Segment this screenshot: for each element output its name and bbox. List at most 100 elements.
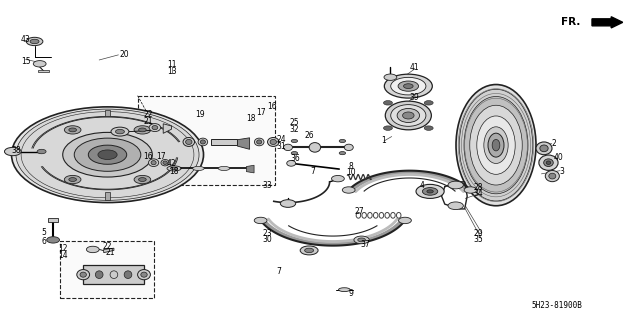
Ellipse shape: [490, 136, 502, 154]
Text: 19: 19: [195, 110, 205, 119]
Circle shape: [33, 61, 46, 67]
Text: 23: 23: [262, 229, 273, 238]
Ellipse shape: [80, 272, 86, 277]
Ellipse shape: [291, 139, 298, 143]
Text: 32: 32: [289, 125, 300, 134]
Text: 21: 21: [106, 248, 115, 256]
Text: 2: 2: [551, 139, 556, 148]
Text: 39: 39: [410, 93, 420, 102]
Circle shape: [88, 145, 127, 164]
Ellipse shape: [309, 143, 321, 152]
Circle shape: [65, 126, 81, 134]
Ellipse shape: [404, 84, 413, 89]
Text: 15: 15: [20, 57, 31, 66]
Ellipse shape: [398, 81, 419, 91]
Bar: [211, 139, 237, 145]
Circle shape: [134, 126, 150, 134]
Circle shape: [254, 217, 267, 224]
Ellipse shape: [183, 137, 195, 146]
Ellipse shape: [200, 140, 205, 144]
Text: 5H23-81900B: 5H23-81900B: [531, 301, 582, 310]
Ellipse shape: [385, 101, 431, 130]
Text: 6: 6: [41, 237, 46, 246]
Ellipse shape: [539, 155, 558, 170]
Text: 3: 3: [559, 167, 564, 176]
Text: 35: 35: [474, 235, 484, 244]
Ellipse shape: [270, 139, 276, 145]
Polygon shape: [237, 138, 250, 149]
Ellipse shape: [544, 159, 553, 167]
Text: 14: 14: [58, 251, 68, 260]
Circle shape: [332, 175, 344, 182]
Text: 30: 30: [262, 235, 273, 244]
Text: 22: 22: [144, 110, 153, 119]
Circle shape: [342, 187, 355, 193]
Ellipse shape: [488, 133, 504, 157]
Ellipse shape: [198, 138, 207, 146]
Circle shape: [384, 74, 397, 80]
Ellipse shape: [339, 139, 346, 143]
Circle shape: [98, 150, 117, 160]
Text: 11: 11: [167, 60, 176, 69]
Text: 28: 28: [474, 183, 483, 192]
Bar: [138, 96, 275, 185]
Ellipse shape: [268, 137, 279, 146]
Text: 37: 37: [360, 240, 370, 249]
Text: 42: 42: [166, 159, 177, 168]
Text: 29: 29: [474, 229, 484, 238]
Text: 38: 38: [11, 146, 21, 155]
Ellipse shape: [186, 139, 192, 145]
Circle shape: [74, 138, 141, 171]
Text: 7: 7: [276, 267, 281, 276]
Text: 40: 40: [553, 153, 563, 162]
Ellipse shape: [110, 271, 118, 278]
Ellipse shape: [193, 167, 204, 170]
Circle shape: [30, 39, 39, 44]
Text: 7: 7: [310, 167, 315, 176]
Ellipse shape: [161, 160, 169, 166]
Ellipse shape: [257, 140, 262, 144]
Circle shape: [16, 109, 199, 200]
Circle shape: [280, 200, 296, 207]
Ellipse shape: [536, 142, 552, 155]
Text: 12: 12: [58, 244, 67, 253]
Text: 24: 24: [276, 135, 287, 144]
Bar: [60, 241, 154, 298]
Text: 20: 20: [120, 50, 130, 59]
Text: 41: 41: [410, 63, 420, 72]
Ellipse shape: [492, 139, 500, 151]
Ellipse shape: [540, 145, 548, 152]
Polygon shape: [246, 165, 254, 173]
Circle shape: [300, 246, 318, 255]
Text: 26: 26: [304, 131, 314, 140]
Circle shape: [86, 246, 99, 253]
Text: 5: 5: [41, 228, 46, 237]
Ellipse shape: [397, 108, 420, 122]
Text: 9: 9: [348, 289, 353, 298]
Circle shape: [138, 178, 146, 182]
Ellipse shape: [484, 127, 508, 163]
Circle shape: [354, 236, 369, 244]
Ellipse shape: [151, 161, 156, 165]
Circle shape: [63, 132, 152, 177]
Ellipse shape: [95, 271, 103, 278]
Text: FR.: FR.: [561, 17, 580, 27]
Text: 31: 31: [276, 142, 287, 151]
Circle shape: [464, 187, 477, 193]
Bar: [48, 218, 58, 222]
Text: 17: 17: [256, 108, 266, 117]
Bar: [105, 110, 110, 116]
Text: 43: 43: [20, 35, 31, 44]
Ellipse shape: [344, 144, 353, 151]
Ellipse shape: [470, 105, 522, 185]
Ellipse shape: [464, 96, 528, 194]
Circle shape: [416, 184, 444, 198]
Bar: [83, 265, 144, 284]
Text: 4: 4: [420, 181, 425, 190]
Circle shape: [111, 127, 129, 136]
Ellipse shape: [163, 161, 168, 165]
Text: 17: 17: [156, 152, 166, 161]
FancyArrow shape: [592, 17, 623, 28]
Ellipse shape: [291, 152, 298, 155]
Text: 36: 36: [291, 154, 301, 163]
